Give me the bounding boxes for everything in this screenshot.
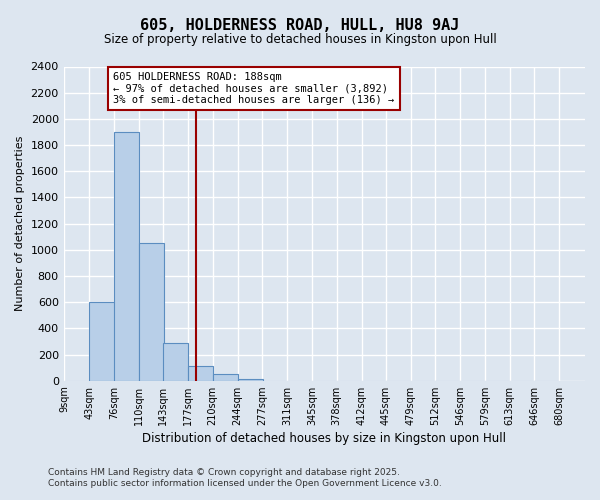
Text: 605, HOLDERNESS ROAD, HULL, HU8 9AJ: 605, HOLDERNESS ROAD, HULL, HU8 9AJ [140, 18, 460, 32]
Bar [89, 302, 115, 380]
Text: Contains HM Land Registry data © Crown copyright and database right 2025.
Contai: Contains HM Land Registry data © Crown c… [48, 468, 442, 487]
Bar [238, 378, 263, 380]
Bar [139, 243, 164, 380]
Bar [114, 132, 139, 380]
Y-axis label: Number of detached properties: Number of detached properties [15, 136, 25, 312]
X-axis label: Distribution of detached houses by size in Kingston upon Hull: Distribution of detached houses by size … [142, 432, 506, 445]
Bar [163, 342, 188, 380]
Text: Size of property relative to detached houses in Kingston upon Hull: Size of property relative to detached ho… [104, 32, 496, 46]
Text: 605 HOLDERNESS ROAD: 188sqm
← 97% of detached houses are smaller (3,892)
3% of s: 605 HOLDERNESS ROAD: 188sqm ← 97% of det… [113, 72, 394, 105]
Bar [188, 366, 214, 380]
Bar [212, 374, 238, 380]
